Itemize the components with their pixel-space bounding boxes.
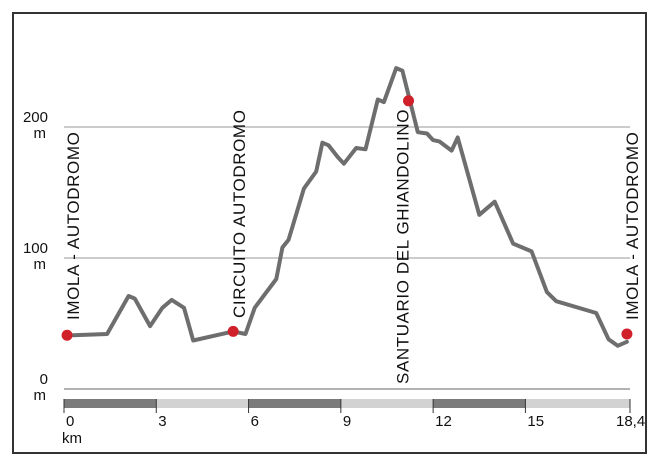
distance-bar-segment	[156, 399, 249, 408]
waypoint-label: IMOLA - AUTODROMO	[64, 132, 83, 320]
x-tick-label: 0	[66, 413, 74, 430]
distance-bar-segment	[64, 399, 157, 408]
waypoint-marker	[403, 95, 415, 107]
x-tick-label: 12	[435, 413, 452, 430]
elevation-profile-line	[71, 66, 629, 348]
x-unit-label: km	[62, 430, 82, 447]
waypoint-label: SANTUARIO DEL GHIANDOLINO	[394, 109, 413, 384]
chart-frame	[12, 12, 647, 454]
waypoint-label: IMOLA - AUTODROMO	[623, 132, 642, 320]
distance-bar-segment	[248, 399, 341, 408]
y-unit-label: m	[34, 125, 47, 142]
x-axis-labels: 0 3 6 9 12 15 18,4 km	[62, 399, 645, 447]
x-tick-label: 3	[158, 413, 166, 430]
x-tick-label: 9	[343, 413, 351, 430]
waypoint-label: CIRCUITO AUTODROMO	[230, 109, 249, 318]
y-tick-label: 0	[40, 371, 48, 388]
x-tick-label: 18,4	[616, 413, 645, 430]
waypoint-marker	[621, 328, 633, 340]
y-tick-label: 200	[23, 109, 48, 126]
waypoint-labels: IMOLA - AUTODROMO CIRCUITO AUTODROMO SANTU…	[64, 109, 642, 384]
distance-bar-segment	[525, 399, 630, 408]
x-tick-label: 15	[527, 413, 544, 430]
distance-bar	[64, 399, 630, 408]
y-tick-label: 100	[23, 240, 48, 257]
profile-layer	[71, 66, 629, 348]
distance-bar-segment	[340, 399, 434, 408]
y-unit-label: m	[34, 387, 47, 404]
grid-layer	[64, 126, 630, 390]
waypoint-marker	[227, 325, 239, 337]
y-unit-label: m	[34, 256, 47, 273]
waypoint-marker	[61, 329, 73, 341]
distance-bar-segment	[433, 399, 526, 408]
x-tick-label: 6	[251, 413, 259, 430]
waypoint-markers	[61, 95, 633, 341]
